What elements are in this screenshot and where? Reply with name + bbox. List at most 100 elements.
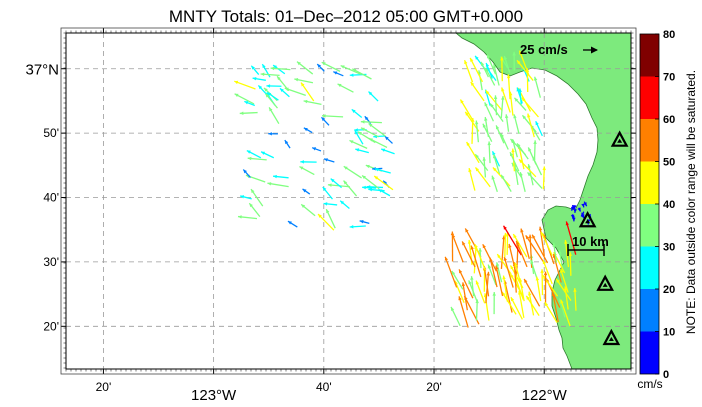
current-vector <box>339 200 350 209</box>
current-vector <box>272 64 286 75</box>
current-vector <box>523 278 541 307</box>
current-vector <box>325 208 336 229</box>
radar-site-triangle-icon <box>596 274 615 291</box>
colorbar-tick-label: 50 <box>663 157 675 169</box>
current-vector <box>451 233 464 263</box>
current-vector <box>491 151 501 167</box>
current-vector <box>542 166 546 190</box>
current-vector <box>512 51 516 71</box>
colorbar-tick-label: 80 <box>663 29 675 41</box>
current-vector <box>573 209 577 213</box>
current-vector <box>343 180 358 197</box>
current-vector <box>294 77 314 84</box>
lat-label: 30' <box>43 255 59 269</box>
current-vector <box>572 215 576 222</box>
current-vector <box>284 139 291 149</box>
current-vector <box>577 207 582 212</box>
current-vector <box>317 213 335 231</box>
current-vector <box>503 256 514 288</box>
current-vector <box>474 243 486 271</box>
current-vector <box>360 127 379 138</box>
current-vector <box>484 102 495 122</box>
current-vector <box>323 202 338 206</box>
current-vector <box>487 141 491 164</box>
radar-site-triangle-icon <box>610 130 629 147</box>
colorbar-tick-label: 60 <box>663 114 675 126</box>
current-vector <box>267 182 289 188</box>
current-vector <box>360 120 382 124</box>
current-vector <box>373 175 394 191</box>
current-vector <box>349 225 366 229</box>
current-vector <box>492 64 500 86</box>
current-vector <box>552 242 558 263</box>
current-vector <box>506 74 511 100</box>
map-title: MNTY Totals: 01–Dec–2012 05:00 GMT+0.000 <box>169 7 523 26</box>
current-vector <box>525 234 545 264</box>
current-vector <box>240 195 252 200</box>
current-vector <box>320 116 330 126</box>
current-vector <box>300 203 316 217</box>
current-vector <box>500 133 509 150</box>
current-vectors <box>234 50 592 328</box>
current-vector <box>535 276 542 302</box>
current-vector <box>527 163 534 186</box>
current-vector <box>515 240 528 268</box>
current-vector <box>495 262 503 283</box>
current-vector <box>321 114 344 118</box>
current-vector <box>368 187 385 192</box>
current-vector <box>368 122 386 137</box>
latitude-labels: 37°N 50' 40' 30' 20' <box>25 62 59 334</box>
current-vector <box>551 292 559 323</box>
current-vector <box>266 84 282 88</box>
radar-site-triangle-icon <box>578 210 597 228</box>
current-vector <box>527 171 543 189</box>
current-vector <box>469 57 484 83</box>
current-vector <box>260 72 280 77</box>
lat-label: 50' <box>43 126 59 140</box>
current-vector <box>521 114 537 133</box>
current-vector <box>468 167 476 191</box>
reference-vector-label: 25 cm/s <box>520 42 568 57</box>
current-vector <box>351 108 363 119</box>
current-vector <box>542 259 553 285</box>
current-vector <box>543 271 548 304</box>
lon-label: 40' <box>316 380 332 394</box>
current-vector <box>564 239 570 268</box>
current-vector <box>444 256 458 288</box>
current-vector <box>501 87 511 113</box>
current-vector <box>581 203 585 208</box>
current-vector <box>512 233 528 258</box>
current-vector <box>303 127 313 134</box>
current-vector <box>518 290 525 318</box>
current-vector <box>362 185 377 190</box>
colorbar-note: NOTE: Data outside color range will be s… <box>684 70 698 334</box>
current-vector <box>495 265 504 297</box>
current-vector <box>368 91 379 102</box>
colorbar-tick-label: 30 <box>663 242 675 254</box>
current-vector <box>244 100 256 107</box>
current-vector <box>489 103 504 123</box>
current-vector <box>461 282 468 311</box>
current-vector <box>361 174 380 190</box>
current-vector <box>458 269 474 299</box>
current-vector <box>311 147 322 152</box>
current-vector <box>527 113 535 138</box>
current-vector <box>474 120 480 143</box>
current-vector <box>533 140 537 160</box>
current-vector <box>495 125 505 144</box>
current-vector <box>380 148 395 155</box>
current-vector <box>527 147 537 165</box>
current-vector <box>509 151 520 172</box>
current-vector <box>368 137 388 148</box>
current-vector <box>461 241 476 268</box>
colorbar-tick-label: 70 <box>663 72 675 84</box>
current-vector <box>573 288 577 311</box>
current-vector <box>349 139 368 149</box>
current-vector <box>570 205 575 211</box>
colorbar-unit: cm/s <box>637 377 662 391</box>
current-vector <box>330 178 343 189</box>
current-vector <box>503 55 511 73</box>
current-vector <box>510 296 523 320</box>
current-vector <box>355 148 369 154</box>
